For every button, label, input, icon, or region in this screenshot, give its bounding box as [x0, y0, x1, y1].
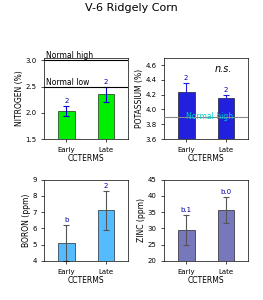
Y-axis label: ZINC (ppm): ZINC (ppm) [137, 198, 146, 242]
X-axis label: CCTERMS: CCTERMS [188, 154, 224, 163]
X-axis label: CCTERMS: CCTERMS [188, 276, 224, 285]
Text: 2: 2 [184, 75, 188, 81]
Bar [218, 211, 234, 300]
Bar [178, 92, 195, 300]
Y-axis label: NITROGEN (%): NITROGEN (%) [15, 70, 24, 126]
Text: 2: 2 [224, 87, 228, 93]
Text: Normal low: Normal low [46, 77, 89, 86]
X-axis label: CCTERMS: CCTERMS [68, 276, 104, 285]
Bar [98, 94, 114, 218]
Text: Normal high: Normal high [46, 51, 93, 60]
Bar [218, 98, 234, 300]
Text: b.0: b.0 [220, 189, 232, 195]
X-axis label: CCTERMS: CCTERMS [68, 154, 104, 163]
Text: V-6 Ridgely Corn: V-6 Ridgely Corn [85, 3, 178, 13]
Text: b: b [64, 217, 68, 223]
Text: Normal high: Normal high [186, 112, 233, 122]
Text: b.1: b.1 [181, 207, 192, 213]
Bar [58, 243, 75, 300]
Text: n.s.: n.s. [215, 64, 232, 74]
Bar [98, 211, 114, 300]
Text: 2: 2 [104, 183, 108, 189]
Y-axis label: BORON (ppm): BORON (ppm) [22, 194, 31, 247]
Bar [178, 230, 195, 300]
Y-axis label: POTASSIUM (%): POTASSIUM (%) [135, 69, 144, 128]
Text: 2: 2 [64, 98, 68, 104]
Bar [58, 111, 75, 218]
Text: 2: 2 [104, 79, 108, 85]
